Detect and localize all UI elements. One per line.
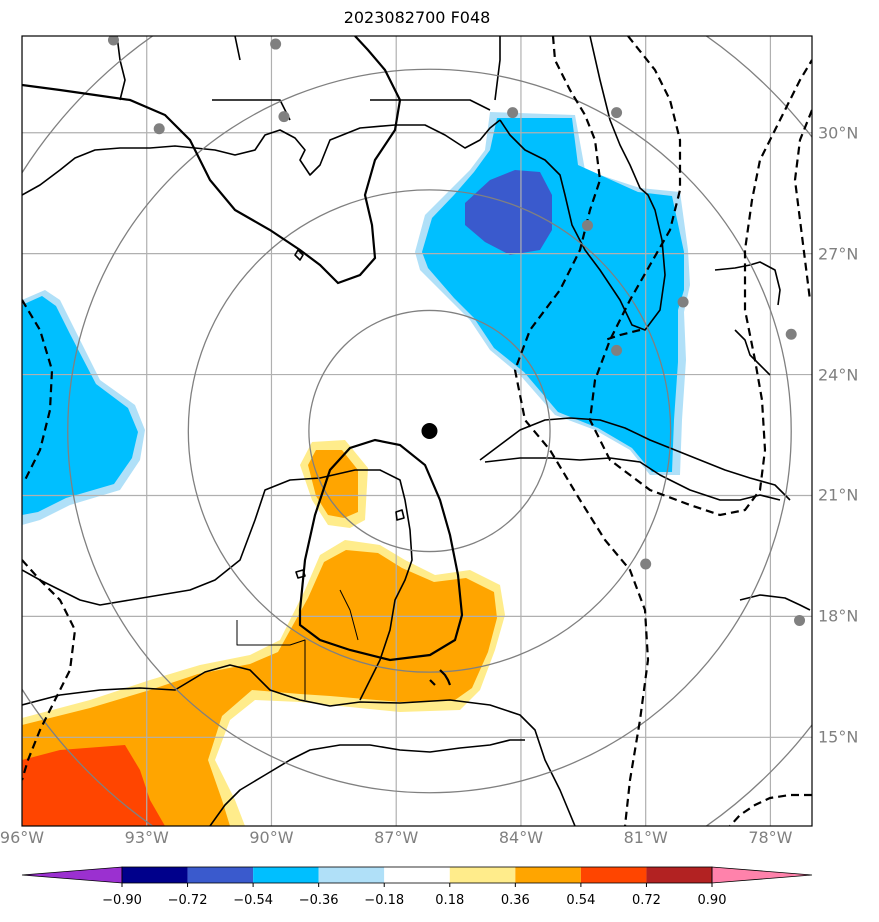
lat-label-1: 27°N bbox=[818, 244, 859, 264]
station-marker-3 bbox=[278, 111, 290, 123]
colorbar-label-8: 0.72 bbox=[631, 893, 661, 908]
negative-anomaly-shading bbox=[22, 112, 690, 525]
colorbar-outline bbox=[121, 866, 713, 884]
station-marker-9 bbox=[785, 328, 797, 340]
lon-label-4: 84°W bbox=[498, 828, 544, 847]
solid-contours bbox=[22, 36, 464, 686]
colorbar-label-3: −0.36 bbox=[298, 893, 339, 908]
range-ring-0 bbox=[308, 309, 551, 553]
lon-label-3: 87°W bbox=[374, 828, 419, 847]
lat-label-0: 30°N bbox=[818, 123, 859, 143]
station-marker-6 bbox=[581, 219, 593, 231]
station-marker-5 bbox=[611, 107, 623, 119]
colorbar-label-0: −0.90 bbox=[102, 893, 142, 908]
colorbar-extend-low bbox=[21, 866, 123, 884]
range-ring-2 bbox=[67, 68, 792, 794]
dashed-contours bbox=[22, 36, 812, 826]
lon-label-5: 81°W bbox=[623, 828, 668, 847]
colorbar bbox=[21, 866, 813, 887]
lat-label-5: 15°N bbox=[818, 727, 859, 747]
colorbar-label-4: −0.18 bbox=[364, 893, 405, 908]
colorbar-label-1: −0.72 bbox=[167, 893, 208, 908]
colorbar-segment-2 bbox=[253, 867, 319, 883]
station-markers bbox=[107, 36, 806, 626]
lat-label-4: 18°N bbox=[818, 606, 859, 626]
lon-label-0: 96°W bbox=[0, 828, 45, 847]
map-frame bbox=[21, 35, 813, 827]
station-marker-10 bbox=[640, 558, 652, 570]
storm-center-marker bbox=[421, 423, 438, 439]
colorbar-segment-0 bbox=[122, 867, 188, 883]
station-marker-0 bbox=[107, 36, 119, 46]
map-title: 2023082700 F048 bbox=[343, 8, 491, 27]
colorbar-segment-4 bbox=[384, 867, 450, 883]
lat-label-3: 21°N bbox=[818, 485, 859, 505]
coastlines bbox=[22, 36, 811, 826]
colorbar-label-9: 0.90 bbox=[697, 893, 727, 908]
colorbar-label-7: 0.54 bbox=[566, 893, 596, 908]
station-marker-11 bbox=[794, 614, 806, 626]
station-marker-8 bbox=[611, 344, 623, 356]
station-marker-1 bbox=[153, 123, 165, 135]
colorbar-segment-6 bbox=[515, 867, 581, 883]
colorbar-segment-7 bbox=[580, 867, 647, 883]
colorbar-segment-5 bbox=[449, 867, 516, 883]
lon-label-1: 93°W bbox=[124, 828, 169, 847]
colorbar-segment-3 bbox=[318, 867, 385, 883]
lon-label-6: 78°W bbox=[748, 828, 793, 847]
colorbar-segment-1 bbox=[187, 867, 254, 883]
colorbar-extend-high bbox=[711, 866, 813, 884]
station-marker-4 bbox=[507, 107, 519, 119]
colorbar-label-2: −0.54 bbox=[233, 893, 274, 908]
colorbar-label-5: 0.18 bbox=[435, 893, 465, 908]
range-ring-1 bbox=[187, 189, 672, 673]
station-marker-2 bbox=[270, 38, 282, 50]
lat-label-2: 24°N bbox=[818, 365, 859, 385]
station-marker-7 bbox=[677, 296, 689, 308]
positive-anomaly-shading bbox=[22, 440, 505, 826]
colorbar-segment-8 bbox=[646, 867, 712, 883]
colorbar-label-6: 0.36 bbox=[500, 893, 530, 908]
lon-label-2: 90°W bbox=[249, 828, 294, 847]
lat-lon-gridlines bbox=[22, 36, 812, 826]
